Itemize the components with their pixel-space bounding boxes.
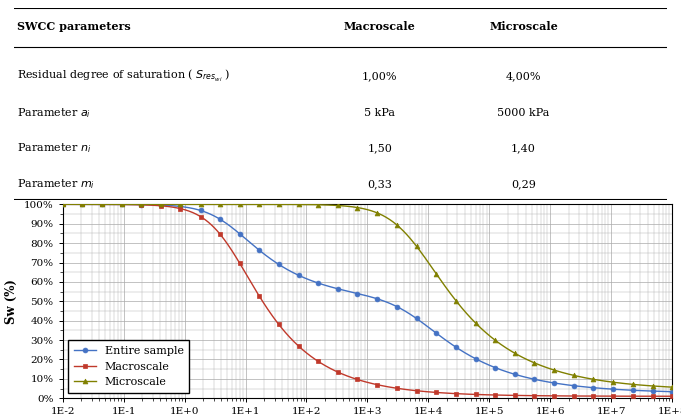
Microscale bbox=[305, 202, 313, 207]
Text: Macroscale: Macroscale bbox=[344, 21, 415, 32]
Text: 4,00%: 4,00% bbox=[506, 71, 541, 81]
Line: Macroscale: Macroscale bbox=[60, 202, 675, 399]
Text: Parameter $a_i$: Parameter $a_i$ bbox=[17, 106, 91, 120]
Text: 0,29: 0,29 bbox=[511, 179, 536, 189]
Macroscale bbox=[668, 394, 676, 399]
Entire sample bbox=[545, 379, 553, 384]
Text: Microscale: Microscale bbox=[489, 21, 558, 32]
Macroscale bbox=[477, 392, 486, 397]
Line: Microscale: Microscale bbox=[60, 202, 675, 389]
Macroscale bbox=[327, 367, 335, 372]
Microscale bbox=[121, 202, 129, 207]
Macroscale bbox=[305, 352, 313, 357]
Microscale bbox=[668, 384, 676, 389]
Text: Residual degree of saturation ( $S_{res_{wi}}$ ): Residual degree of saturation ( $S_{res_… bbox=[17, 68, 230, 85]
Text: 5000 kPa: 5000 kPa bbox=[497, 108, 550, 118]
Text: 1,40: 1,40 bbox=[511, 143, 536, 153]
Line: Entire sample: Entire sample bbox=[60, 202, 675, 394]
Entire sample bbox=[121, 202, 129, 207]
Macroscale bbox=[59, 202, 67, 207]
Text: 1,00%: 1,00% bbox=[362, 71, 398, 81]
Entire sample bbox=[534, 377, 542, 382]
Text: 0,33: 0,33 bbox=[367, 179, 392, 189]
Text: 5 kPa: 5 kPa bbox=[364, 108, 395, 118]
Y-axis label: Sw (%): Sw (%) bbox=[5, 279, 18, 324]
Entire sample bbox=[327, 284, 335, 289]
Macroscale bbox=[545, 393, 553, 398]
Text: Parameter $n_i$: Parameter $n_i$ bbox=[17, 141, 91, 155]
Entire sample bbox=[668, 389, 676, 394]
Entire sample bbox=[305, 277, 313, 282]
Macroscale bbox=[121, 202, 129, 207]
Microscale bbox=[545, 366, 553, 371]
Microscale bbox=[327, 203, 335, 208]
Text: 1,50: 1,50 bbox=[367, 143, 392, 153]
Text: SWCC parameters: SWCC parameters bbox=[17, 21, 131, 32]
Macroscale bbox=[534, 393, 542, 398]
Legend: Entire sample, Macroscale, Microscale: Entire sample, Macroscale, Microscale bbox=[68, 340, 189, 393]
Entire sample bbox=[59, 202, 67, 207]
Microscale bbox=[477, 326, 486, 331]
Text: Parameter $m_i$: Parameter $m_i$ bbox=[17, 177, 95, 191]
Microscale bbox=[534, 362, 542, 367]
Entire sample bbox=[477, 359, 486, 364]
Microscale bbox=[59, 202, 67, 207]
